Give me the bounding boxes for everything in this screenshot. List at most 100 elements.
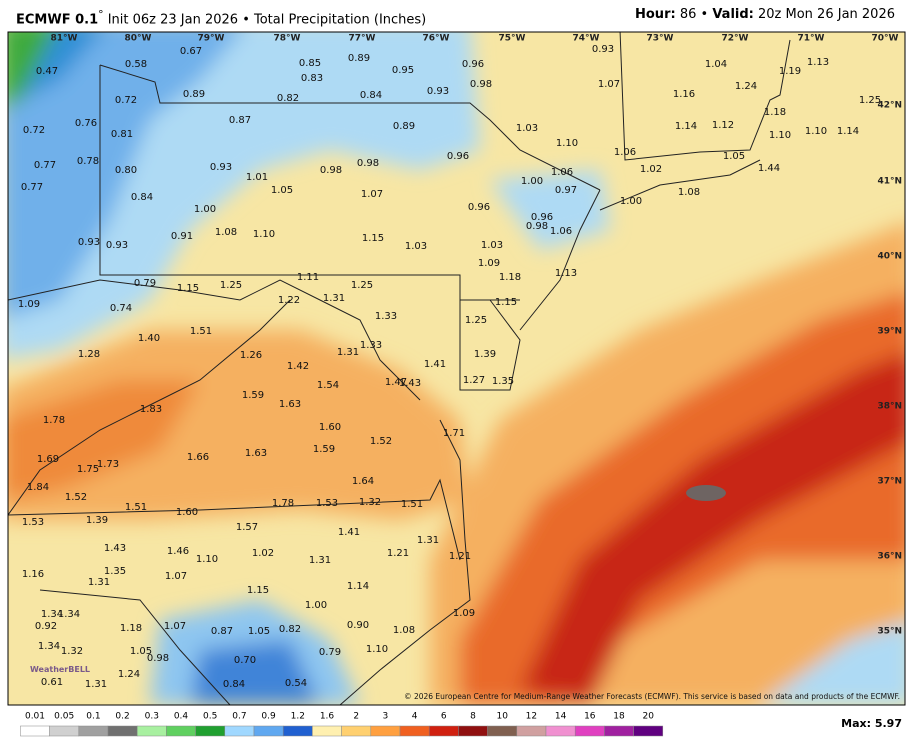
precip-value: 1.15 <box>362 233 384 244</box>
precip-value: 1.09 <box>453 608 475 619</box>
precip-value: 1.12 <box>712 120 734 131</box>
valid: 20z Mon 26 Jan 2026 <box>758 7 895 22</box>
precip-value: 0.93 <box>592 44 614 55</box>
colorbar-swatch <box>253 725 284 737</box>
precip-value: 1.78 <box>43 415 65 426</box>
colorbar-swatch <box>516 725 547 737</box>
colorbar-label: 0.9 <box>261 712 276 722</box>
precip-value: 1.63 <box>279 399 301 410</box>
max-spot <box>686 485 726 501</box>
precip-value: 1.05 <box>271 185 293 196</box>
colorbar-swatch <box>545 725 576 737</box>
precip-value: 1.11 <box>297 272 319 283</box>
precip-value: 1.08 <box>215 227 237 238</box>
colorbar-label: 1.2 <box>291 712 305 722</box>
precip-value: 0.70 <box>234 655 256 666</box>
precip-value: 1.07 <box>361 189 383 200</box>
border <box>8 478 461 561</box>
separator: • <box>242 12 250 28</box>
precip-value: 1.22 <box>278 295 300 306</box>
precip-value: 0.77 <box>34 160 56 171</box>
precip-value: 1.31 <box>309 555 331 566</box>
max: Max: 5.97 <box>841 717 902 730</box>
init: Init 06z 23 Jan 2026 <box>107 12 239 28</box>
precip-value: 0.77 <box>21 182 43 193</box>
precip-value: 0.90 <box>347 620 369 631</box>
precip-value: 0.82 <box>277 93 299 104</box>
colorbar-label: 10 <box>496 712 508 722</box>
lon-label: 76°W <box>423 34 450 44</box>
separator: • <box>700 7 709 22</box>
precip-value: 1.07 <box>164 621 186 632</box>
precip-value: 1.39 <box>474 349 496 360</box>
precip-value: 1.02 <box>640 164 662 175</box>
precip-value: 1.25 <box>351 280 373 291</box>
precip-value: 1.09 <box>478 258 500 269</box>
precip-value: 0.96 <box>447 151 469 162</box>
blue-se <box>760 622 905 705</box>
colorbar-swatch <box>574 725 605 737</box>
precip-value: 1.00 <box>194 204 216 215</box>
precip-value: 0.91 <box>171 231 193 242</box>
colorbar-swatch <box>195 725 226 737</box>
precip-value: 1.53 <box>316 498 338 509</box>
precip-value: 0.61 <box>41 677 63 688</box>
precip-value: 1.14 <box>837 126 859 137</box>
precip-value: 1.00 <box>305 600 327 611</box>
precip-value: 1.04 <box>705 59 727 70</box>
shading <box>8 32 905 705</box>
precip-value: 1.03 <box>481 240 503 251</box>
precip-value: 1.71 <box>443 428 465 439</box>
precip-value: 0.89 <box>393 121 415 132</box>
copyright: © 2026 European Centre for Medium-Range … <box>404 692 900 701</box>
precip-value: 1.06 <box>551 167 573 178</box>
lon-label: 70°W <box>872 34 899 44</box>
precip-value: 0.76 <box>75 118 97 129</box>
lat-label: 42°N <box>877 101 902 111</box>
colorbar-swatch <box>224 725 255 737</box>
colorbar-swatch <box>604 725 634 737</box>
precip-value: 1.10 <box>196 554 218 565</box>
coast <box>519 189 601 331</box>
colorbar-swatch <box>282 725 313 737</box>
colorbar-swatch <box>428 725 459 737</box>
precip-value: 1.26 <box>240 350 262 361</box>
precip-value: 1.43 <box>104 543 126 554</box>
precip-value: 1.57 <box>236 522 258 533</box>
precip-value: 0.72 <box>23 125 45 136</box>
precip-value: 0.96 <box>468 202 490 213</box>
orange-light <box>8 330 470 520</box>
colorbar-swatch <box>633 725 664 737</box>
colorbar-label: 14 <box>555 712 567 722</box>
border <box>8 299 291 516</box>
precip-value: 1.10 <box>805 126 827 137</box>
colorbar-label: 0.7 <box>232 712 246 722</box>
precip-value: 1.84 <box>27 482 49 493</box>
lon-label: 79°W <box>198 34 225 44</box>
lon-label: 72°W <box>722 34 749 44</box>
precip-value: 1.05 <box>723 151 745 162</box>
model: ECMWF 0.1 <box>16 12 99 28</box>
lon-label: 81°W <box>51 34 78 44</box>
border <box>99 64 601 191</box>
colorbar-swatch <box>487 725 518 737</box>
precip-value: 1.16 <box>673 89 695 100</box>
precip-value: 1.03 <box>405 241 427 252</box>
lat-label: 38°N <box>877 402 902 412</box>
precip-value: 1.73 <box>97 459 119 470</box>
precip-value: 1.15 <box>247 585 269 596</box>
precip-value: 1.63 <box>245 448 267 459</box>
precip-value: 1.34 <box>41 609 63 620</box>
precip-value: 1.24 <box>735 81 757 92</box>
precip-value: 1.25 <box>465 315 487 326</box>
precip-value: 1.41 <box>338 527 360 538</box>
colorbar-swatch <box>166 725 196 737</box>
lat-label: 39°N <box>877 327 902 337</box>
border <box>459 299 521 391</box>
precip-value: 1.01 <box>246 172 268 183</box>
colorbar-swatch <box>399 725 430 737</box>
border <box>8 279 421 401</box>
precip-value: 1.52 <box>65 492 87 503</box>
precip-value: 1.21 <box>387 548 409 559</box>
precip-value: 1.39 <box>86 515 108 526</box>
